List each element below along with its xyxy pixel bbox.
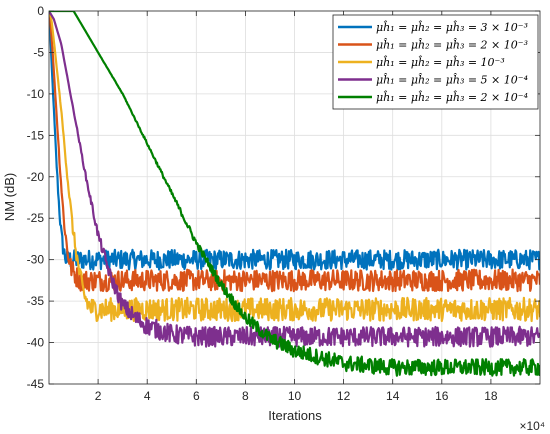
- y-tick-label: -40: [27, 336, 45, 350]
- legend-label-2: μĥ₁ = μĥ₂ = μĥ₃ = 2 × 10⁻³: [376, 38, 528, 52]
- x-tick-label: 6: [193, 389, 200, 403]
- y-tick-label: -25: [27, 211, 45, 225]
- x-tick-label: 18: [484, 389, 498, 403]
- series-line-1: [49, 11, 540, 271]
- x-tick-label: 16: [435, 389, 449, 403]
- y-tick-label: 0: [37, 4, 44, 18]
- y-tick-label: -30: [27, 253, 45, 267]
- y-tick-label: -20: [27, 170, 45, 184]
- y-tick-label: -35: [27, 294, 45, 308]
- y-tick-label: -10: [27, 87, 45, 101]
- y-tick-label: -45: [27, 377, 45, 391]
- legend: μĥ₁ = μĥ₂ = μĥ₃ = 3 × 10⁻³ μĥ₁ = μĥ₂ = μĥ…: [332, 14, 539, 110]
- series-group: [49, 11, 540, 377]
- x-tick-label: 4: [144, 389, 151, 403]
- tick-group: 2 4 6 8 10 12 14 16 18 0 -5 -10 -15 -20 -25 -30 -35 -40 -4…: [27, 4, 540, 403]
- x-axis-label: Iterations: [268, 408, 322, 423]
- legend-label-1: μĥ₁ = μĥ₂ = μĥ₃ = 3 × 10⁻³: [376, 20, 528, 34]
- x-tick-label: 10: [288, 389, 302, 403]
- series-line-4: [49, 11, 540, 348]
- x-tick-label: 14: [386, 389, 400, 403]
- y-axis-label: NM (dB): [2, 173, 17, 221]
- legend-label-3: μĥ₁ = μĥ₂ = μĥ₃ = 10⁻³: [376, 55, 505, 69]
- series-line-5: [49, 11, 540, 377]
- x-tick-label: 8: [242, 389, 249, 403]
- legend-label-4: μĥ₁ = μĥ₂ = μĥ₃ = 5 × 10⁻⁴: [376, 73, 528, 87]
- series-line-2: [49, 11, 540, 293]
- y-tick-label: -15: [27, 128, 45, 142]
- legend-label-5: μĥ₁ = μĥ₂ = μĥ₃ = 2 × 10⁻⁴: [376, 90, 528, 104]
- y-tick-label: -5: [33, 45, 44, 59]
- x-axis-multiplier: ×10⁴: [519, 419, 545, 433]
- x-tick-label: 12: [337, 389, 351, 403]
- x-tick-label: 2: [95, 389, 102, 403]
